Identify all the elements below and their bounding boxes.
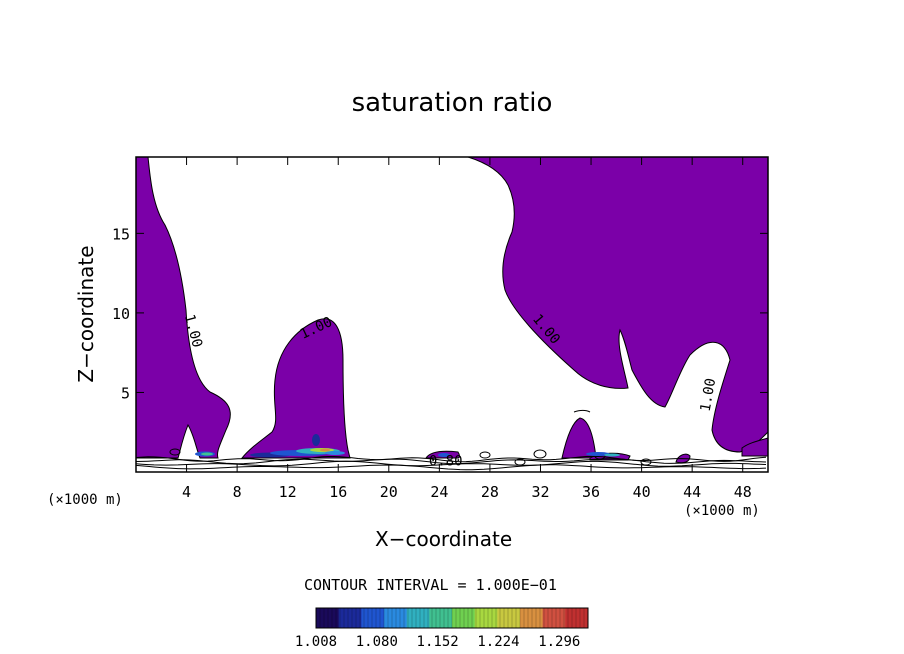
hot-spot-12 — [438, 453, 450, 457]
colorbar: 1.008 1.080 1.152 1.224 1.296 — [295, 607, 589, 650]
colorbar-swatch — [474, 608, 498, 628]
x-units-left: (×1000 m) — [47, 492, 123, 508]
x-tick-label: 48 — [734, 483, 752, 501]
colorbar-swatch — [542, 608, 566, 628]
fill-region-blob-35 — [561, 417, 597, 459]
x-tick-label: 4 — [182, 483, 191, 501]
y-tick-label: 10 — [112, 305, 130, 323]
high-saturation-spots — [195, 434, 620, 458]
chart-title: saturation ratio — [351, 88, 553, 118]
x-tick-label: 12 — [279, 483, 297, 501]
fill-region-plume — [240, 318, 351, 459]
colorbar-tick-label: 1.008 — [295, 634, 337, 650]
contour-lines — [136, 410, 767, 471]
hot-spot-7 — [320, 448, 330, 452]
colorbar-swatch — [316, 608, 340, 628]
contour-fragment — [573, 410, 591, 413]
ground-contour-2 — [136, 458, 767, 465]
plot-frame — [135, 156, 769, 473]
colorbar-frame — [315, 607, 589, 629]
hot-spot-8 — [325, 451, 345, 455]
fill-region-right — [467, 157, 768, 453]
colorbar-swatch — [452, 608, 476, 628]
colorbar-swatch — [384, 608, 408, 628]
contour-label: 0.80 — [429, 454, 463, 470]
colorbar-tick-label: 1.224 — [477, 634, 519, 650]
y-tick-label: 5 — [121, 384, 130, 402]
y-tick-label: 15 — [112, 225, 130, 243]
colorbar-tick-label: 1.296 — [538, 634, 580, 650]
fill-region-left — [136, 157, 231, 459]
colorbar-swatch — [497, 608, 521, 628]
hot-spot-2 — [201, 452, 213, 456]
contour-interval-label: CONTOUR INTERVAL = 1.000E−01 — [304, 576, 557, 594]
x-tick-label: 32 — [531, 483, 549, 501]
ground-contour-3 — [136, 460, 767, 467]
contour-loop-6 — [514, 458, 526, 466]
ground-contour-1 — [136, 455, 767, 463]
colorbar-swatch — [520, 608, 544, 628]
contour-loop-4 — [640, 458, 652, 466]
hot-spot-11 — [604, 453, 620, 457]
x-tick-label: 36 — [582, 483, 600, 501]
colorbar-swatch — [361, 608, 385, 628]
colorbar-tick-label: 1.080 — [356, 634, 398, 650]
contour-loop-5 — [169, 448, 181, 456]
saturation-fill-regions — [136, 157, 768, 464]
x-tick-label: 8 — [233, 483, 242, 501]
x-axis-label: X−coordinate — [375, 527, 513, 551]
x-tick-label: 28 — [481, 483, 499, 501]
colorbar-swatch — [429, 608, 453, 628]
x-tick-label: 44 — [683, 483, 701, 501]
ground-contour-4 — [136, 464, 767, 471]
contour-label: 1.00 — [698, 377, 720, 413]
fill-region-blob-46 — [741, 437, 768, 457]
colorbar-swatch — [338, 608, 362, 628]
colorbar-tick-label: 1.152 — [417, 634, 459, 650]
x-tick-label: 24 — [430, 483, 448, 501]
x-tick-label: 40 — [633, 483, 651, 501]
colorbar-swatch — [406, 608, 430, 628]
contour-loop-1 — [533, 449, 547, 459]
x-tick-label: 20 — [380, 483, 398, 501]
contour-loop-2 — [479, 451, 491, 459]
x-tick-label: 16 — [329, 483, 347, 501]
x-units-right: (×1000 m) — [684, 503, 760, 519]
hot-spot-9 — [312, 434, 320, 446]
colorbar-swatch — [565, 608, 589, 628]
